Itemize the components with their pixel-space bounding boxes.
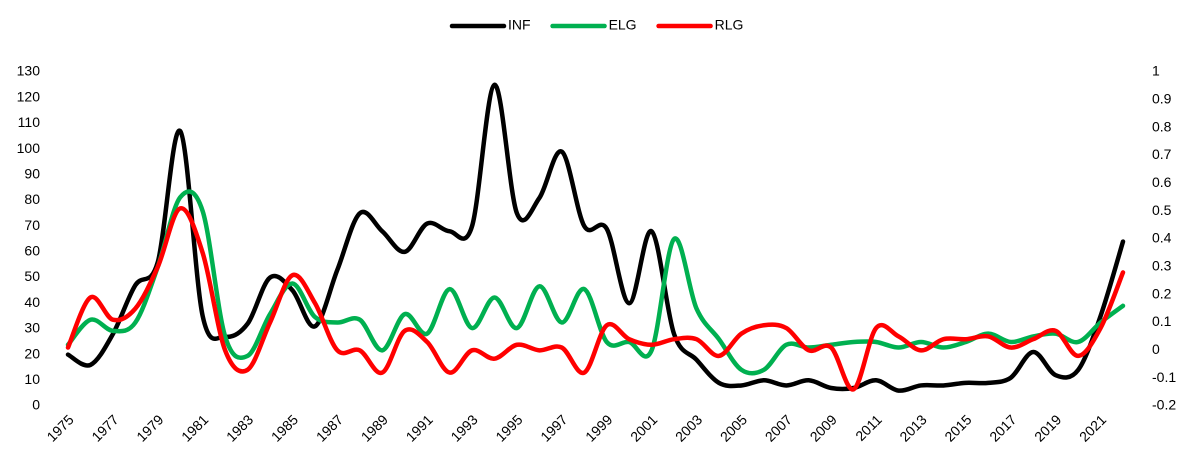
y-tick-label: 80 <box>24 191 40 207</box>
legend-label: RLG <box>715 17 744 33</box>
series-line <box>65 189 1126 376</box>
x-tick-label: 1997 <box>537 411 570 444</box>
x-tick-label: 1987 <box>313 411 346 444</box>
series-line <box>65 206 1126 392</box>
y-tick-label: 130 <box>17 63 41 79</box>
x-tick-label: 1991 <box>403 411 436 444</box>
y2-tick-label: 0.5 <box>1152 202 1172 218</box>
x-tick-label: 2021 <box>1076 411 1109 444</box>
y2-tick-label: 0.7 <box>1152 146 1172 162</box>
x-tick-label: 2017 <box>986 411 1019 444</box>
y-tick-label: 60 <box>24 243 40 259</box>
y2-tick-label: 1 <box>1152 63 1160 79</box>
y-tick-label: 70 <box>24 217 40 233</box>
x-tick-label: 1999 <box>582 411 615 444</box>
y2-tick-label: 0.2 <box>1152 285 1172 301</box>
y2-tick-label: -0.2 <box>1152 397 1176 413</box>
y-tick-label: 40 <box>24 294 40 310</box>
y2-tick-label: 0.4 <box>1152 230 1172 246</box>
legend-label: INF <box>508 17 531 33</box>
x-tick-label: 1995 <box>492 411 525 444</box>
y-tick-label: 20 <box>24 345 40 361</box>
y-tick-label: 10 <box>24 371 40 387</box>
x-tick-label: 1979 <box>133 411 166 444</box>
x-tick-label: 2001 <box>627 411 660 444</box>
y2-tick-label: 0 <box>1152 341 1160 357</box>
x-tick-label: 2003 <box>672 411 705 444</box>
y2-tick-label: 0.8 <box>1152 118 1172 134</box>
x-tick-label: 2009 <box>807 411 840 444</box>
y-tick-label: 90 <box>24 165 40 181</box>
x-tick-label: 1975 <box>43 411 76 444</box>
y2-tick-label: 0.3 <box>1152 258 1172 274</box>
series-line <box>65 82 1126 393</box>
y-tick-label: 110 <box>18 114 41 130</box>
y-tick-label: 0 <box>32 397 40 413</box>
x-tick-label: 1985 <box>268 411 301 444</box>
x-tick-label: 1977 <box>88 411 121 444</box>
y-tick-label: 50 <box>24 268 40 284</box>
x-tick-label: 1983 <box>223 411 256 444</box>
y2-tick-label: -0.1 <box>1152 369 1176 385</box>
x-tick-label: 1993 <box>447 411 480 444</box>
x-tick-label: 2013 <box>896 411 929 444</box>
legend-label: ELG <box>609 17 637 33</box>
x-tick-label: 2005 <box>717 411 750 444</box>
x-tick-label: 2019 <box>1031 411 1064 444</box>
y-tick-label: 100 <box>17 140 41 156</box>
x-tick-label: 1989 <box>358 411 391 444</box>
x-tick-label: 2015 <box>941 411 974 444</box>
y2-tick-label: 0.1 <box>1152 313 1172 329</box>
x-tick-label: 2011 <box>852 411 885 444</box>
y-tick-label: 30 <box>24 320 40 336</box>
y-tick-label: 120 <box>17 88 41 104</box>
x-tick-label: 1981 <box>178 411 211 444</box>
y2-tick-label: 0.9 <box>1152 91 1172 107</box>
y2-tick-label: 0.6 <box>1152 174 1172 190</box>
x-tick-label: 2007 <box>762 411 795 444</box>
